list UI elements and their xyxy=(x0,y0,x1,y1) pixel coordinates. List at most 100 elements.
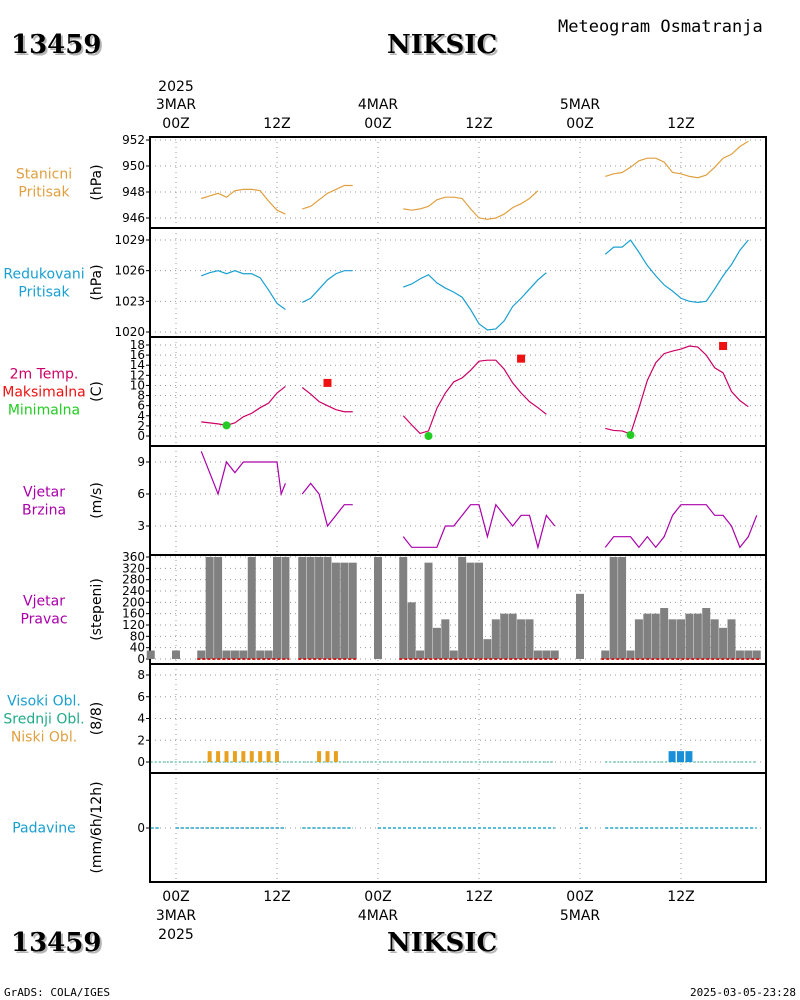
min-temp-marker xyxy=(626,430,635,439)
high-cloud-bar xyxy=(677,751,684,762)
station-pressure-line xyxy=(302,184,353,210)
y-tick-label: 952 xyxy=(122,133,145,147)
panel-frame xyxy=(149,227,767,338)
y-tick-label: 320 xyxy=(122,561,145,575)
wind-direction-bar xyxy=(643,613,652,659)
wind-direction-bar xyxy=(298,557,307,659)
temperature-line xyxy=(301,386,353,413)
wind-direction-bar xyxy=(576,593,584,659)
y-tick-label: 40 xyxy=(130,641,145,655)
temperature-line xyxy=(201,385,286,426)
y-tick-label: 1023 xyxy=(114,294,145,308)
date-top-label: 5MAR xyxy=(560,97,601,113)
y-tick-label: 2 xyxy=(137,733,145,747)
station-id-bottom: 13459 xyxy=(11,928,101,958)
wind-direction-bar xyxy=(508,613,517,659)
low-cloud-bar xyxy=(266,751,271,762)
panel-frame xyxy=(149,772,767,883)
y-tick-label: 0 xyxy=(137,821,145,835)
y-tick-label: 0 xyxy=(137,652,145,666)
max-temp-marker xyxy=(517,354,526,363)
wind-speed-line xyxy=(301,482,353,528)
wind-direction-bar xyxy=(340,562,349,659)
panel-unit-label: (8/8) xyxy=(89,702,105,735)
date-top-label: 4MAR xyxy=(358,97,399,113)
panel-name-label: Vjetar xyxy=(23,485,65,501)
y-tick-label: 10 xyxy=(130,378,145,392)
wind-direction-bar xyxy=(172,650,180,659)
wind-direction-bar xyxy=(449,650,458,659)
wind-direction-bar xyxy=(744,650,753,659)
time-tick-bottom-label: 00Z xyxy=(364,889,391,905)
wind-speed-line xyxy=(200,451,286,497)
time-tick-top-label: 00Z xyxy=(162,116,189,132)
panel-name-label: Pravac xyxy=(20,612,67,628)
low-cloud-bar xyxy=(232,751,237,762)
low-cloud-bar xyxy=(216,751,221,762)
temperature-line xyxy=(402,359,547,435)
panel-name-label: Visoki Obl. xyxy=(7,694,81,710)
wind-direction-bar xyxy=(735,650,744,659)
panel-unit-label: (stepeni) xyxy=(89,578,105,641)
panels: 952950948946(hPa)StanicniPritisak1029102… xyxy=(2,133,767,883)
wind-direction-bar xyxy=(668,619,677,659)
time-axis-top: 00Z 3MAR 2025 12Z 00Z 4MAR 12Z 00Z 5MAR 12Z xyxy=(156,79,695,132)
wind-direction-bar xyxy=(323,557,332,659)
wind-direction-bar xyxy=(441,619,450,659)
time-tick-bottom-label: 12Z xyxy=(263,889,290,905)
panel-name-label: Maksimalna xyxy=(2,385,86,401)
panel-name-label: Stanicni xyxy=(16,167,72,183)
y-tick-label: 2 xyxy=(137,419,145,433)
y-tick-label: 360 xyxy=(122,550,145,564)
high-cloud-bar xyxy=(685,751,693,762)
wind-direction-bar xyxy=(475,562,483,659)
wind-direction-bar xyxy=(273,557,281,659)
panel-precip: 0 (mm/6h/12h) Padavine xyxy=(12,772,767,883)
y-tick-label: 280 xyxy=(122,573,145,587)
wind-direction-bar xyxy=(466,562,475,659)
time-tick-top-label: 12Z xyxy=(263,116,290,132)
max-temp-marker xyxy=(719,342,728,351)
wind-direction-bar xyxy=(424,562,433,659)
wind-direction-bar xyxy=(306,557,315,659)
station-id-shadow: 13459 xyxy=(13,32,103,62)
wind-direction-bar xyxy=(331,562,340,659)
y-tick-label: 948 xyxy=(122,185,145,199)
low-cloud-bar xyxy=(241,751,246,762)
station-name: NIKSIC xyxy=(387,30,497,60)
time-tick-bottom-label: 00Z xyxy=(566,889,593,905)
wind-direction-bar xyxy=(197,650,206,659)
low-cloud-bar xyxy=(333,751,338,762)
low-cloud-bar xyxy=(249,751,254,762)
y-tick-label: 6 xyxy=(137,690,145,704)
wind-direction-bar xyxy=(719,627,728,659)
wind-direction-bar xyxy=(483,639,492,659)
time-axis-bottom: 00Z 3MAR 2025 12Z 00Z 4MAR 12Z 00Z 5MAR 12Z xyxy=(156,889,695,943)
wind-direction-bar xyxy=(264,650,273,659)
wind-direction-bar xyxy=(651,613,660,659)
high-cloud-bar xyxy=(668,751,676,762)
y-tick-label: 8 xyxy=(137,389,145,403)
y-tick-label: 0 xyxy=(137,429,145,443)
low-cloud-bar xyxy=(258,751,263,762)
wind-direction-bar xyxy=(416,650,425,659)
reduced-pressure-line xyxy=(301,270,353,303)
y-tick-label: 160 xyxy=(122,607,145,621)
panel-name-label: Pritisak xyxy=(18,285,70,301)
y-tick-label: 1029 xyxy=(114,233,145,247)
station-pressure-line xyxy=(201,188,286,215)
min-temp-marker xyxy=(222,421,231,430)
y-tick-label: 120 xyxy=(122,618,145,632)
wind-direction-bar xyxy=(710,619,719,659)
panel-name-label: Redukovani xyxy=(3,267,84,283)
wind-direction-bar xyxy=(256,650,265,659)
wind-direction-bar xyxy=(458,557,467,659)
wind-direction-bar xyxy=(752,650,761,659)
low-cloud-bar xyxy=(207,751,212,762)
reduced-pressure-line xyxy=(604,239,749,303)
wind-direction-bar xyxy=(214,557,223,659)
y-tick-label: 950 xyxy=(122,159,145,173)
y-tick-label: 200 xyxy=(122,595,145,609)
panel-name-label: Padavine xyxy=(12,821,76,837)
panel-unit-label: (mm/6h/12h) xyxy=(89,781,105,873)
